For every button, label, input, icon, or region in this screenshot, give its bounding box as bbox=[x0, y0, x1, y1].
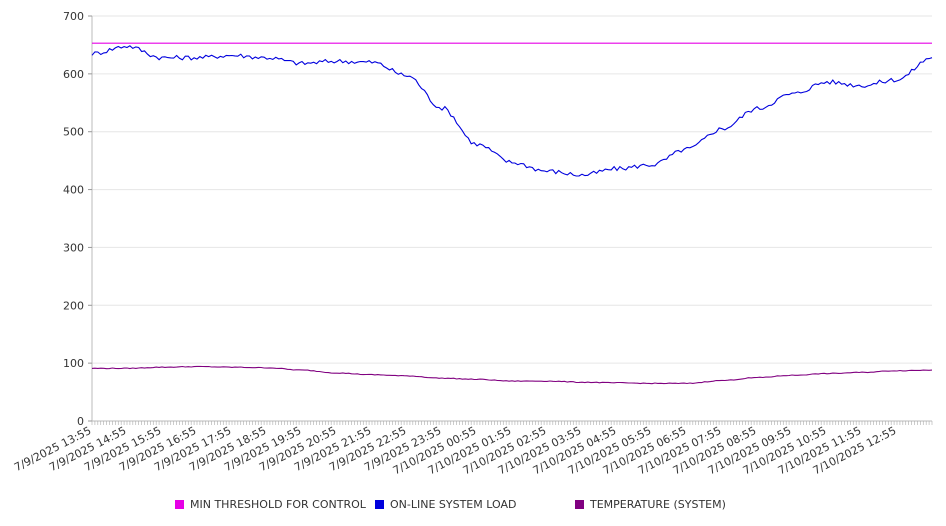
x-axis-ticks: 7/9/2025 13:557/9/2025 14:557/9/2025 15:… bbox=[12, 421, 933, 477]
legend-item-temperature[interactable]: TEMPERATURE (SYSTEM) bbox=[575, 498, 726, 511]
legend-swatch-system-load bbox=[375, 500, 384, 509]
axes bbox=[91, 16, 932, 422]
y-tick-label: 600 bbox=[63, 68, 84, 81]
y-tick-label: 100 bbox=[63, 357, 84, 370]
legend-item-system-load[interactable]: ON-LINE SYSTEM LOAD bbox=[375, 498, 516, 511]
series-line-temperature-system bbox=[91, 365, 933, 385]
legend-swatch-temperature bbox=[575, 500, 584, 509]
y-tick-label: 700 bbox=[63, 10, 84, 23]
gridlines bbox=[92, 15, 932, 364]
y-tick-label: 400 bbox=[63, 184, 84, 197]
legend-label-min-threshold: MIN THRESHOLD FOR CONTROL bbox=[190, 498, 366, 511]
y-tick-label: 0 bbox=[77, 415, 84, 428]
y-axis-ticks: 0 100 200 300 400 500 600 700 bbox=[63, 10, 92, 428]
legend-label-temperature: TEMPERATURE (SYSTEM) bbox=[590, 498, 726, 511]
y-tick-label: 500 bbox=[63, 126, 84, 139]
y-tick-label: 300 bbox=[63, 241, 84, 254]
legend-swatch-min-threshold bbox=[175, 500, 184, 509]
legend-item-min-threshold[interactable]: MIN THRESHOLD FOR CONTROL bbox=[175, 498, 366, 511]
legend-label-system-load: ON-LINE SYSTEM LOAD bbox=[390, 498, 517, 511]
y-tick-label: 200 bbox=[63, 299, 84, 312]
series-line-on-line-system-load bbox=[91, 45, 933, 177]
series-lines bbox=[91, 42, 933, 385]
legend: MIN THRESHOLD FOR CONTROL ON-LINE SYSTEM… bbox=[0, 498, 946, 514]
